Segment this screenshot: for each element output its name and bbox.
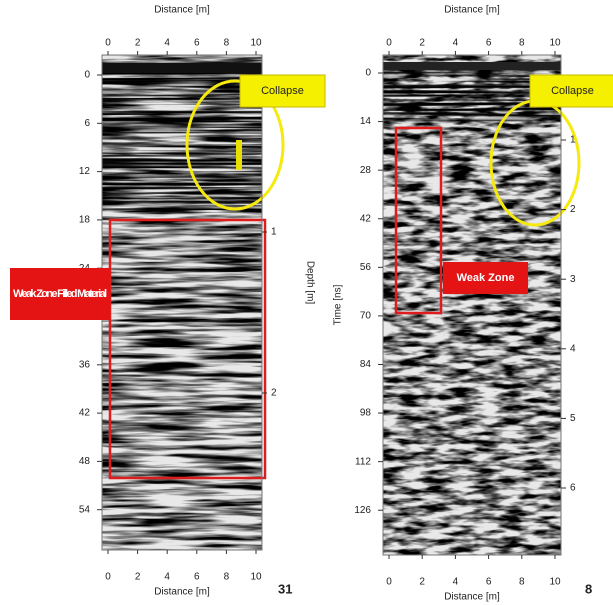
left-tick-label: 126 bbox=[354, 505, 371, 516]
right-tick-label: 4 bbox=[570, 343, 576, 354]
top-tick-label: 10 bbox=[549, 38, 561, 49]
bottom-axis-label: Distance [m] bbox=[444, 592, 500, 603]
figure-number: 31 bbox=[278, 581, 292, 596]
collapse-box bbox=[239, 74, 326, 108]
figure-number: 8 bbox=[585, 581, 592, 596]
top-tick-label: 2 bbox=[135, 38, 141, 49]
bottom-tick-label: 4 bbox=[164, 572, 170, 583]
top-tick-label: 0 bbox=[386, 38, 392, 49]
right-tick-label: 1 bbox=[570, 135, 576, 146]
left-tick-label: 48 bbox=[79, 456, 91, 467]
left-tick-label: 0 bbox=[365, 68, 371, 79]
top-axis-label: Distance [m] bbox=[444, 5, 500, 16]
left-tick-label: 18 bbox=[79, 215, 91, 226]
bottom-tick-label: 2 bbox=[419, 577, 425, 588]
frame bbox=[382, 54, 562, 556]
weak-zone-label: Weak Zone bbox=[457, 272, 515, 284]
left-tick-label: 54 bbox=[79, 504, 91, 515]
bottom-tick-label: 2 bbox=[135, 572, 141, 583]
left-tick-label: 0 bbox=[84, 70, 90, 81]
right-tick-label: 5 bbox=[570, 413, 576, 424]
left-tick-label: 84 bbox=[360, 359, 372, 370]
left-tick-label: 42 bbox=[360, 213, 372, 224]
bottom-axis-label: Distance [m] bbox=[154, 587, 210, 598]
top-axis-label: Distance [m] bbox=[154, 5, 210, 16]
right-tick-label: 3 bbox=[570, 274, 576, 285]
top-tick-label: 8 bbox=[519, 38, 525, 49]
left-tick-label: 56 bbox=[360, 262, 372, 273]
top-tick-label: 4 bbox=[164, 38, 170, 49]
bottom-tick-label: 6 bbox=[194, 572, 200, 583]
left-tick-label: 12 bbox=[79, 166, 91, 177]
bottom-tick-label: 8 bbox=[224, 572, 230, 583]
bottom-tick-label: 10 bbox=[250, 572, 262, 583]
left-tick-label: 112 bbox=[355, 456, 371, 467]
top-tick-label: 0 bbox=[105, 38, 111, 49]
top-tick-label: 6 bbox=[486, 38, 492, 49]
top-tick-label: 4 bbox=[453, 38, 459, 49]
collapse-label: Collapse bbox=[551, 85, 594, 97]
weak-zone-box bbox=[443, 262, 528, 294]
left-tick-label: 70 bbox=[360, 311, 372, 322]
bottom-tick-label: 0 bbox=[386, 577, 392, 588]
collapse-box bbox=[529, 74, 613, 108]
bottom-tick-label: 10 bbox=[549, 577, 561, 588]
top-tick-label: 10 bbox=[250, 38, 262, 49]
bottom-tick-label: 8 bbox=[519, 577, 525, 588]
left-tick-label: 98 bbox=[360, 408, 372, 419]
weak-zone-box bbox=[10, 268, 110, 320]
top-tick-label: 8 bbox=[224, 38, 230, 49]
right-tick-label: 2 bbox=[570, 204, 576, 215]
collapse-label: Collapse bbox=[261, 85, 304, 97]
top-tick-label: 2 bbox=[419, 38, 425, 49]
left-tick-label: 42 bbox=[79, 408, 91, 419]
bottom-tick-label: 0 bbox=[105, 572, 111, 583]
left-tick-label: 14 bbox=[360, 116, 372, 127]
bottom-tick-label: 6 bbox=[486, 577, 492, 588]
right-axis-label: Depth [m] bbox=[304, 261, 315, 305]
radargram-2 bbox=[383, 55, 561, 555]
top-tick-label: 6 bbox=[194, 38, 200, 49]
right-tick-label: 6 bbox=[570, 483, 576, 494]
weak-zone-label: Weak Zone Filled Material bbox=[13, 288, 107, 300]
right-tick-label: 1 bbox=[271, 227, 277, 238]
left-axis-label: Time [ns] bbox=[333, 284, 344, 325]
left-tick-label: 28 bbox=[360, 165, 372, 176]
bottom-tick-label: 4 bbox=[453, 577, 459, 588]
left-tick-label: 6 bbox=[84, 118, 90, 129]
radargram-1 bbox=[102, 55, 262, 550]
left-tick-label: 36 bbox=[79, 359, 91, 370]
right-tick-label: 2 bbox=[271, 388, 277, 399]
